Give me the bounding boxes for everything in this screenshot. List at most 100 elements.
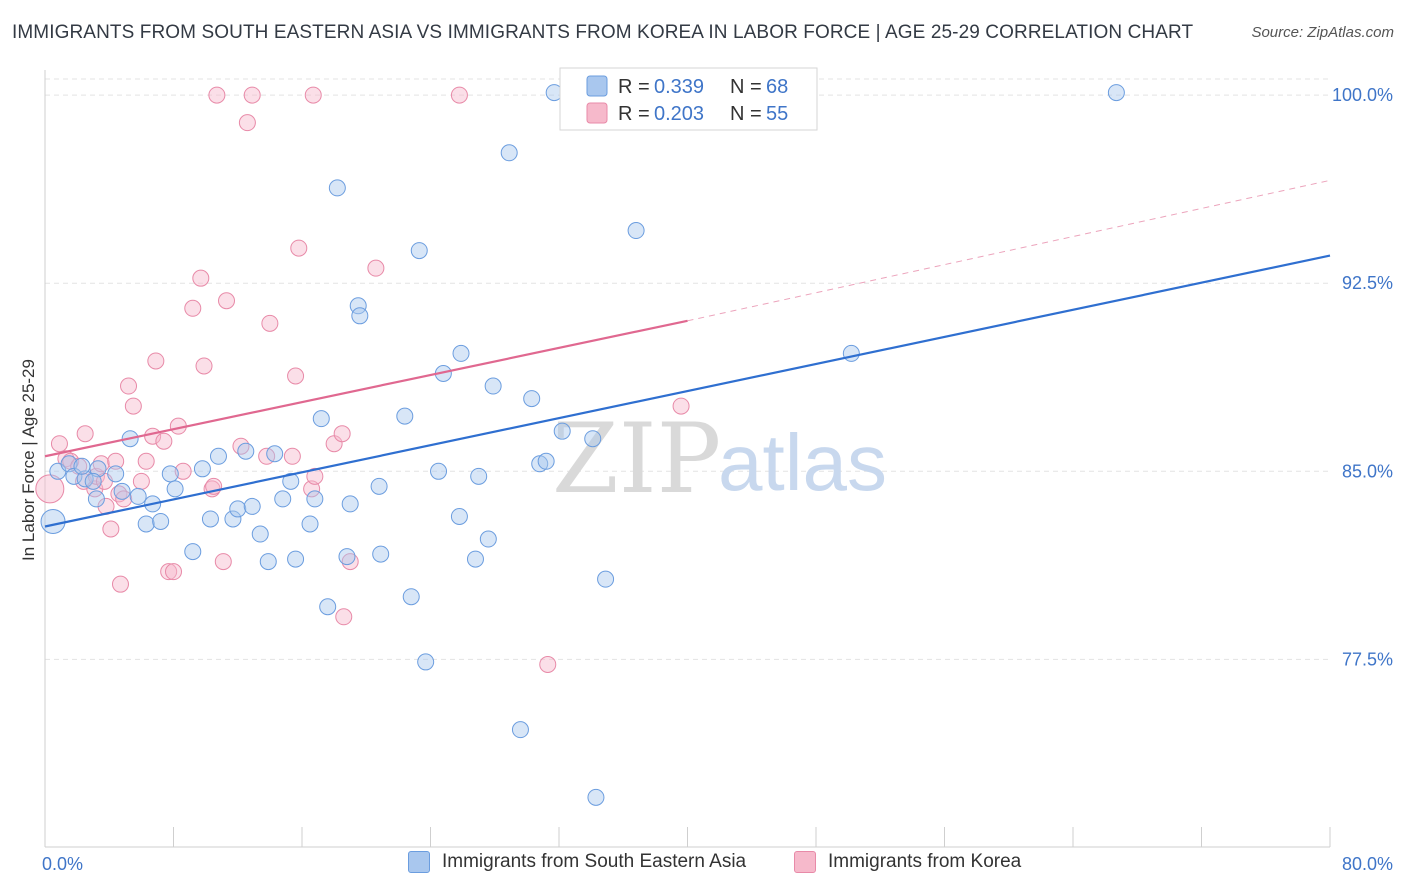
sea-point (351, 307, 369, 325)
sea-point (372, 545, 390, 563)
korea-point (76, 425, 94, 443)
sea-point (587, 788, 605, 806)
korea-point (132, 472, 150, 490)
sea-point (338, 548, 356, 566)
legend-swatch-blue (408, 851, 430, 873)
korea-point (195, 357, 213, 375)
korea-point (165, 563, 182, 581)
legend-n-label: N = (730, 76, 762, 98)
korea-point (120, 377, 138, 395)
chart-title: IMMIGRANTS FROM SOUTH EASTERN ASIA VS IM… (12, 22, 1194, 43)
bottom-legend-label: Immigrants from South Eastern Asia (442, 851, 747, 872)
sea-points (40, 84, 1125, 806)
korea-point (261, 314, 279, 332)
legend-swatch-pink (794, 851, 816, 873)
korea-point (50, 435, 68, 453)
sea-point (166, 480, 184, 498)
sea-point (341, 495, 359, 513)
sea-point (312, 410, 330, 428)
bottom-legend-item-sea: Immigrants from South Eastern Asia (408, 851, 746, 873)
sea-point (466, 550, 484, 568)
sea-point (319, 598, 337, 616)
y-tick-label: 77.5% (1342, 649, 1393, 669)
korea-point (160, 563, 178, 581)
korea-point (450, 86, 468, 104)
korea-point (341, 553, 359, 571)
korea-point (539, 655, 557, 673)
sea-point (470, 467, 488, 485)
sea-point (243, 497, 261, 515)
korea-point (306, 467, 324, 485)
sea-point (553, 422, 571, 440)
sea-point (537, 452, 555, 470)
axes (44, 70, 1331, 848)
korea-point (35, 474, 65, 504)
korea-point (102, 520, 120, 538)
sea-point (597, 570, 615, 588)
legend-n-value: 68 (766, 76, 788, 98)
korea-point (174, 462, 192, 480)
tick-labels: 77.5% 85.0% 92.5% 100.0% 0.0% 80.0% (42, 85, 1393, 874)
bottom-legend: Immigrants from South Eastern Asia Immig… (0, 851, 1406, 879)
sea-point (237, 442, 255, 460)
gridlines (45, 78, 1330, 660)
sea-point (107, 465, 125, 483)
korea-point (137, 452, 155, 470)
source-credit: Source: ZipAtlas.com (1251, 24, 1394, 41)
korea-point (214, 553, 232, 571)
korea-point (335, 608, 353, 626)
korea-point (147, 352, 165, 370)
sea-point (479, 530, 497, 548)
sea-point (396, 407, 414, 425)
korea-point (303, 480, 321, 498)
trend-lines (44, 179, 1331, 528)
sea-point (842, 344, 860, 362)
watermark-atlas: atlas (718, 418, 887, 507)
y-tick-label: 85.0% (1342, 461, 1393, 481)
korea-point (111, 575, 129, 593)
korea-point (304, 86, 322, 104)
sea-point (152, 512, 170, 530)
legend-n-value: 55 (766, 103, 788, 125)
sea-point (417, 653, 435, 671)
legend-r-value: 0.339 (654, 76, 704, 98)
korea-point (672, 397, 690, 415)
korea-point (243, 86, 261, 104)
sea-point (402, 588, 420, 606)
korea-point (107, 452, 125, 470)
sea-point (137, 515, 155, 533)
korea-point (218, 292, 236, 310)
sea-point (328, 179, 346, 197)
legend-r-label: R = (618, 76, 650, 98)
sea-point (259, 553, 277, 571)
sea-point (1107, 84, 1125, 102)
korea-point (92, 455, 110, 473)
korea-point (184, 299, 202, 317)
sea-point (60, 455, 78, 473)
sea-point (84, 472, 102, 490)
korea-point (290, 239, 308, 257)
sea-point (73, 457, 91, 475)
sea-point (229, 500, 247, 518)
sea-point (40, 508, 66, 534)
korea-point (367, 259, 385, 277)
korea-trend-extension (687, 179, 1331, 322)
korea-point (192, 269, 210, 287)
sea-point (251, 525, 269, 543)
bottom-legend-item-korea: Immigrants from Korea (794, 851, 1021, 873)
legend-n-label: N = (730, 103, 762, 125)
korea-point (124, 397, 142, 415)
korea-trend-line (44, 319, 688, 458)
sea-point (450, 507, 468, 525)
y-tick-label: 92.5% (1342, 273, 1393, 293)
y-tick-label: 100.0% (1332, 85, 1393, 105)
legend-r-label: R = (618, 103, 650, 125)
korea-point (287, 367, 305, 385)
sea-point (511, 721, 529, 739)
sea-point (193, 460, 211, 478)
korea-point (238, 114, 256, 132)
korea-point (155, 432, 173, 450)
sea-point (410, 242, 428, 260)
sea-point (452, 344, 470, 362)
legend-swatch-blue (586, 75, 608, 97)
